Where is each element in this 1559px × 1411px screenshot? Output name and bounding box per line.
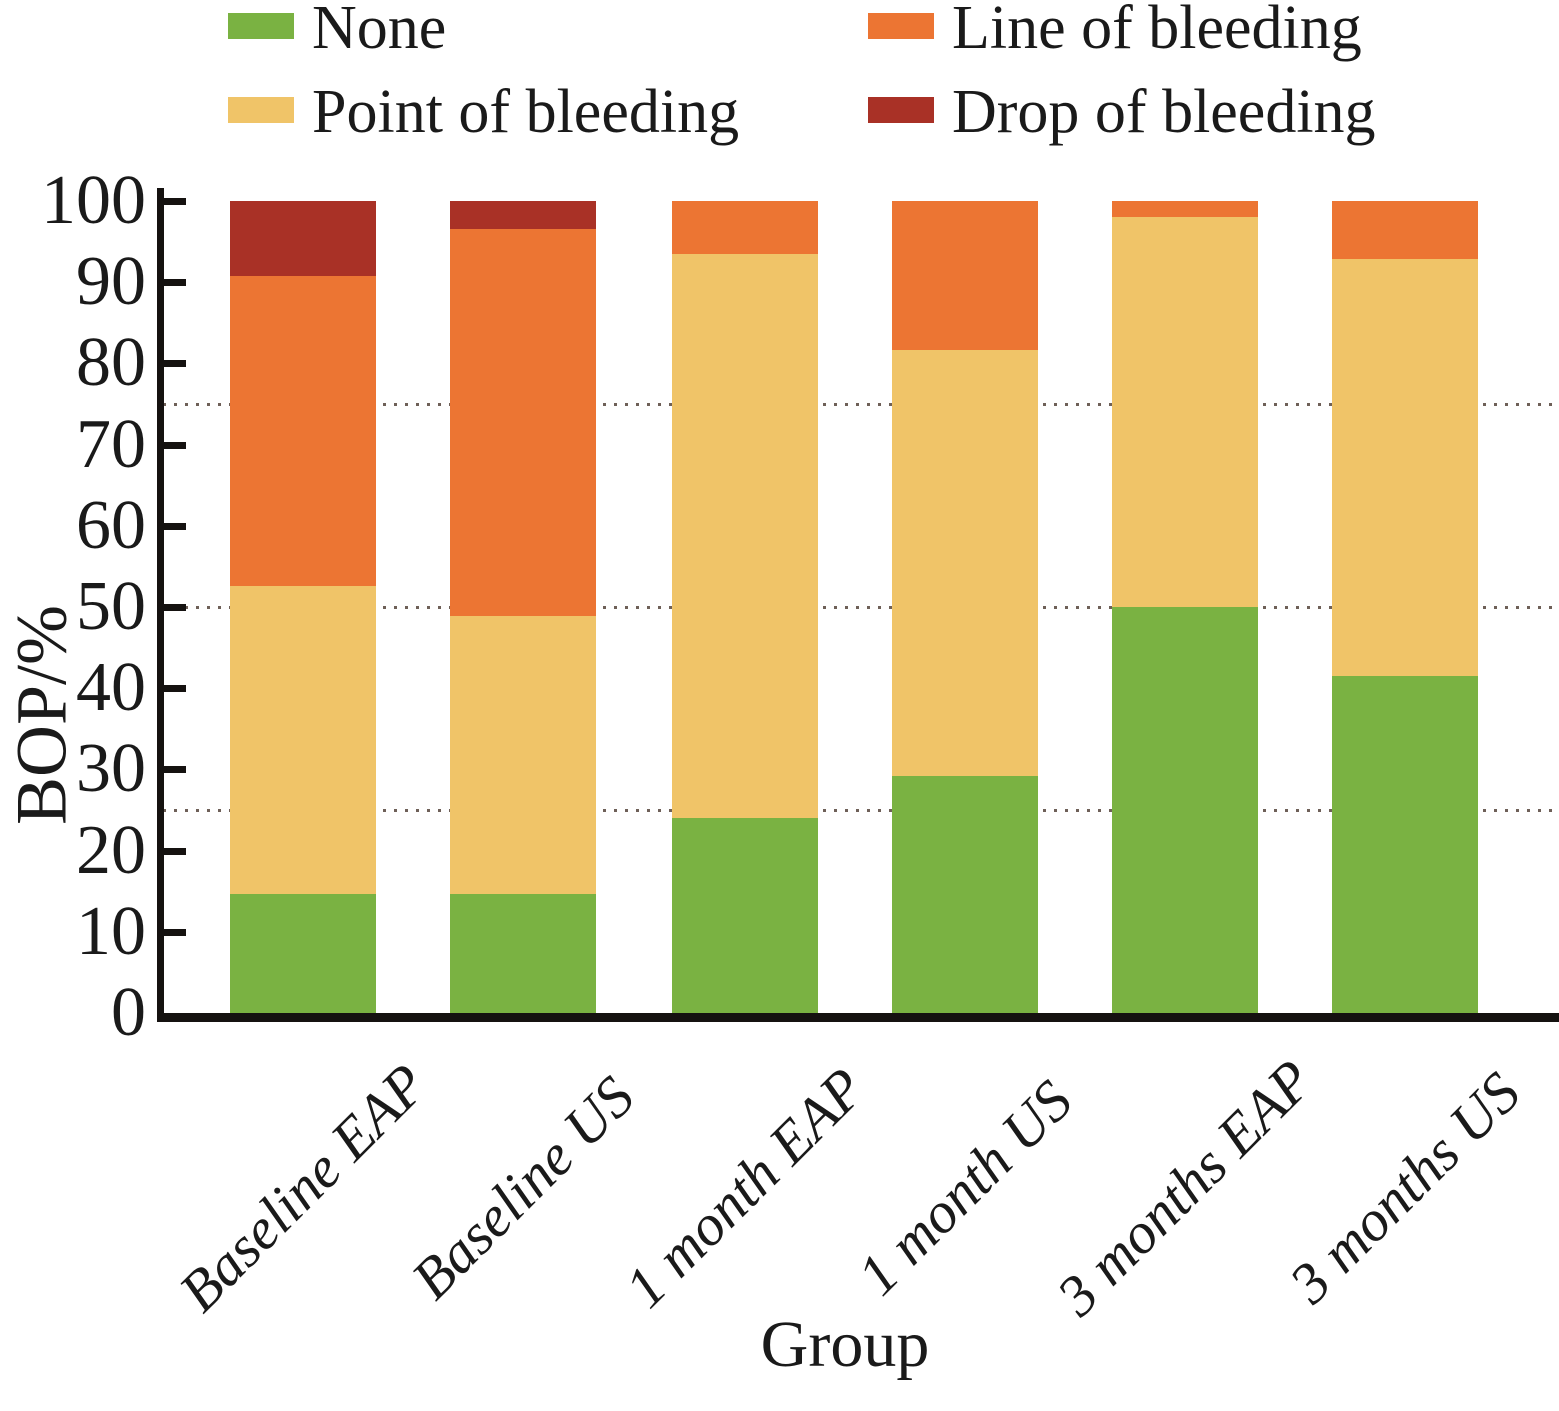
legend-swatch-drop-of-bleeding bbox=[868, 97, 934, 123]
y-axis-title: BOP/% bbox=[1, 604, 82, 826]
x-tick-label-baseline-eap: Baseline EAP bbox=[166, 1051, 439, 1324]
legend-swatch-point-of-bleeding bbox=[228, 97, 294, 123]
y-tick-20 bbox=[164, 847, 186, 855]
legend-label-drop-of-bleeding: Drop of bleeding bbox=[952, 78, 1376, 146]
y-tick-40 bbox=[164, 685, 186, 693]
y-tick-90 bbox=[164, 279, 186, 287]
bar-1-month-us bbox=[892, 201, 1038, 1013]
segment-line-of-bleeding-3-months-us bbox=[1332, 201, 1478, 260]
bar-3-months-eap bbox=[1112, 201, 1258, 1013]
y-tick-label-80: 80 bbox=[76, 324, 146, 402]
y-tick-label-30: 30 bbox=[76, 730, 146, 808]
y-tick-80 bbox=[164, 360, 186, 368]
segment-none-1-month-us bbox=[892, 775, 1038, 1013]
segment-point-of-bleeding-baseline-eap bbox=[230, 585, 376, 895]
legend-label-none: None bbox=[312, 0, 447, 62]
segment-none-3-months-us bbox=[1332, 676, 1478, 1013]
y-tick-label-70: 70 bbox=[76, 405, 146, 483]
legend-label-line-of-bleeding: Line of bleeding bbox=[952, 0, 1362, 62]
y-tick-label-10: 10 bbox=[76, 892, 146, 970]
segment-point-of-bleeding-3-months-us bbox=[1332, 259, 1478, 677]
y-tick-label-50: 50 bbox=[76, 568, 146, 645]
plot-area bbox=[163, 201, 1559, 1013]
segment-point-of-bleeding-3-months-eap bbox=[1112, 217, 1258, 607]
legend-swatch-line-of-bleeding bbox=[868, 13, 934, 39]
segment-none-baseline-eap bbox=[230, 894, 376, 1013]
segment-point-of-bleeding-baseline-us bbox=[450, 615, 596, 895]
x-tick-label-1-month-eap: 1 month EAP bbox=[612, 1055, 877, 1320]
y-tick-10 bbox=[164, 928, 186, 936]
y-tick-label-0: 0 bbox=[111, 974, 146, 1051]
y-tick-70 bbox=[164, 441, 186, 449]
bar-baseline-eap bbox=[230, 201, 376, 1013]
y-tick-label-20: 20 bbox=[76, 811, 146, 889]
y-tick-label-60: 60 bbox=[76, 486, 146, 564]
y-tick-100 bbox=[164, 198, 186, 205]
gridline-75 bbox=[163, 402, 1559, 406]
x-tick-label-1-month-us: 1 month US bbox=[844, 1067, 1085, 1308]
segment-drop-of-bleeding-baseline-eap bbox=[230, 201, 376, 276]
segment-point-of-bleeding-1-month-us bbox=[892, 350, 1038, 776]
x-tick-label-baseline-us: Baseline US bbox=[398, 1063, 647, 1312]
segment-line-of-bleeding-3-months-eap bbox=[1112, 201, 1258, 218]
y-axis-line bbox=[157, 188, 164, 1022]
segment-none-3-months-eap bbox=[1112, 607, 1258, 1013]
segment-none-baseline-us bbox=[450, 894, 596, 1013]
segment-line-of-bleeding-baseline-eap bbox=[230, 275, 376, 586]
legend-swatch-none bbox=[228, 13, 294, 39]
y-tick-label-100: 100 bbox=[41, 162, 146, 239]
gridline-25 bbox=[163, 808, 1559, 812]
x-axis-title: Group bbox=[760, 1308, 930, 1381]
segment-line-of-bleeding-baseline-us bbox=[450, 229, 596, 616]
legend-label-point-of-bleeding: Point of bleeding bbox=[312, 78, 740, 146]
segment-line-of-bleeding-1-month-eap bbox=[672, 201, 818, 254]
segment-point-of-bleeding-1-month-eap bbox=[672, 253, 818, 819]
y-tick-60 bbox=[164, 522, 186, 530]
segment-drop-of-bleeding-baseline-us bbox=[450, 201, 596, 230]
segment-line-of-bleeding-1-month-us bbox=[892, 201, 1038, 351]
bar-baseline-us bbox=[450, 201, 596, 1013]
y-tick-label-40: 40 bbox=[76, 649, 146, 727]
y-tick-30 bbox=[164, 766, 186, 774]
y-tick-label-90: 90 bbox=[76, 243, 146, 321]
legend: None Point of bleeding Line of bleeding Dro… bbox=[0, 0, 1559, 160]
segment-none-1-month-eap bbox=[672, 818, 818, 1013]
bar-1-month-eap bbox=[672, 201, 818, 1013]
x-tick-label-3-months-eap: 3 months EAP bbox=[1044, 1047, 1325, 1328]
bar-3-months-us bbox=[1332, 201, 1478, 1013]
y-tick-50 bbox=[164, 604, 186, 611]
gridline-50 bbox=[163, 605, 1559, 609]
x-axis-line bbox=[157, 1013, 1559, 1022]
